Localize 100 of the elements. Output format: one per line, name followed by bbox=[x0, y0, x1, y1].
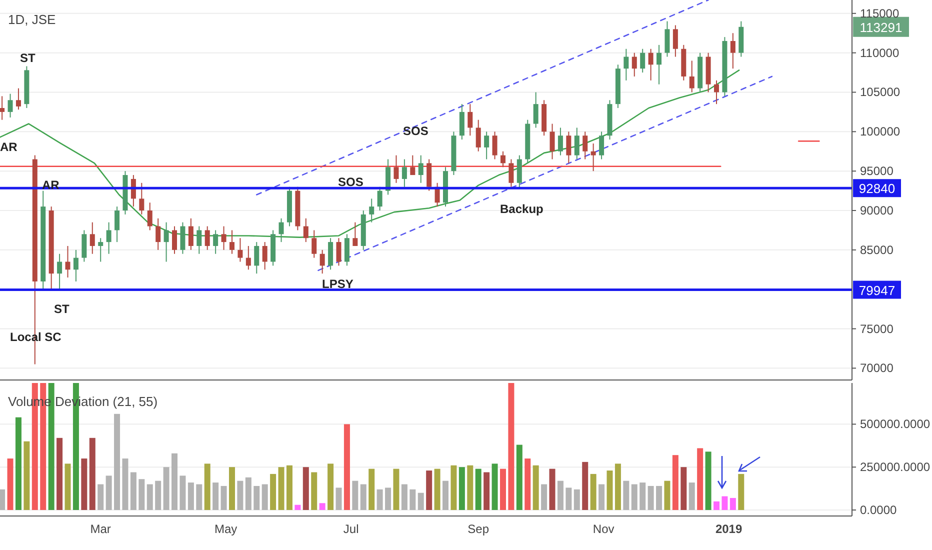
bar bbox=[146, 484, 153, 510]
candlestick bbox=[418, 154, 424, 184]
candlestick bbox=[402, 158, 407, 188]
candlestick bbox=[213, 230, 218, 254]
candlestick bbox=[16, 88, 21, 110]
candlestick bbox=[188, 218, 194, 250]
bar bbox=[557, 480, 564, 510]
candlestick bbox=[558, 127, 563, 156]
bar bbox=[410, 489, 416, 510]
bar bbox=[64, 464, 71, 510]
x-tick-label: 2019 bbox=[715, 522, 742, 536]
bar bbox=[89, 438, 96, 510]
candlestick bbox=[156, 218, 161, 250]
bar bbox=[114, 414, 120, 510]
bar bbox=[138, 479, 145, 510]
bar bbox=[623, 480, 630, 510]
y-tick-label: 115000 bbox=[860, 6, 900, 20]
bar bbox=[524, 458, 531, 510]
candlestick bbox=[550, 123, 555, 160]
candlestick bbox=[640, 48, 646, 74]
bar bbox=[56, 438, 63, 510]
bar bbox=[730, 498, 736, 510]
candlestick bbox=[533, 92, 538, 128]
candlestick bbox=[90, 222, 95, 254]
y-tick-label: 85000 bbox=[860, 242, 894, 257]
bar bbox=[508, 383, 514, 510]
text: 113291 bbox=[860, 20, 902, 35]
bar bbox=[180, 476, 186, 510]
bar bbox=[614, 464, 621, 510]
candlestick bbox=[246, 245, 251, 270]
candlestick bbox=[352, 222, 358, 246]
candlestick bbox=[221, 226, 226, 250]
candlestick bbox=[303, 218, 308, 243]
bar bbox=[237, 480, 244, 510]
candlestick bbox=[386, 158, 391, 196]
bar bbox=[640, 482, 646, 510]
bar bbox=[278, 467, 284, 510]
candlestick bbox=[238, 238, 243, 262]
candlestick bbox=[229, 230, 234, 254]
bar bbox=[122, 458, 128, 510]
bar bbox=[606, 470, 613, 510]
x-tick-label: Mar bbox=[90, 522, 111, 536]
y-tick-label: 95000 bbox=[860, 164, 894, 178]
bar bbox=[714, 501, 720, 510]
bar bbox=[106, 476, 112, 510]
bar bbox=[319, 503, 326, 510]
candlestick bbox=[582, 131, 588, 160]
annotation: SOS bbox=[338, 175, 364, 189]
candlestick bbox=[320, 249, 325, 274]
candlestick bbox=[476, 119, 481, 152]
candlestick bbox=[106, 222, 112, 254]
candlestick bbox=[172, 226, 178, 254]
bar bbox=[302, 467, 309, 510]
text: 1D, JSE bbox=[8, 12, 56, 27]
annotation: ST bbox=[20, 51, 36, 65]
candlestick bbox=[426, 158, 432, 192]
bar bbox=[738, 474, 744, 510]
bar bbox=[0, 489, 6, 510]
candlestick bbox=[328, 238, 334, 270]
bar bbox=[450, 465, 457, 510]
candlestick bbox=[73, 249, 78, 282]
bar bbox=[270, 474, 276, 510]
x-tick-label: Jul bbox=[343, 522, 359, 536]
bar bbox=[434, 468, 440, 510]
annotation: SOS bbox=[403, 124, 428, 138]
candlestick bbox=[0, 96, 5, 120]
candlestick bbox=[312, 230, 317, 258]
bar bbox=[212, 482, 219, 510]
bar bbox=[228, 467, 235, 510]
bar bbox=[254, 486, 260, 510]
candlestick bbox=[278, 218, 284, 243]
candlestick bbox=[344, 234, 350, 266]
ref-line-label: 79947 bbox=[858, 282, 896, 298]
annotation: LPSY bbox=[322, 277, 354, 291]
bar bbox=[672, 455, 678, 510]
bar bbox=[81, 458, 88, 510]
y-tick-label: 0.0000 bbox=[860, 502, 898, 517]
bar bbox=[311, 472, 318, 510]
bar bbox=[336, 488, 342, 510]
candlestick bbox=[566, 131, 572, 164]
y-tick-label: 110000 bbox=[860, 46, 900, 60]
candlestick bbox=[204, 226, 210, 250]
bar bbox=[368, 468, 375, 510]
bar bbox=[418, 492, 424, 510]
x-tick-label: Sep bbox=[468, 522, 490, 536]
candlestick bbox=[730, 32, 736, 70]
bar bbox=[385, 488, 392, 510]
candlestick bbox=[632, 52, 637, 77]
x-tick-label: Nov bbox=[592, 522, 614, 536]
bar bbox=[549, 468, 556, 510]
bar bbox=[220, 486, 227, 510]
candlestick bbox=[410, 154, 416, 176]
candlestick bbox=[336, 238, 342, 266]
bar bbox=[648, 486, 654, 510]
bar bbox=[656, 486, 662, 510]
y-tick-label: 500000.0000 bbox=[860, 417, 930, 432]
candlestick bbox=[369, 198, 374, 223]
candlestick bbox=[180, 222, 186, 254]
bar bbox=[516, 444, 522, 510]
bar bbox=[7, 458, 14, 510]
